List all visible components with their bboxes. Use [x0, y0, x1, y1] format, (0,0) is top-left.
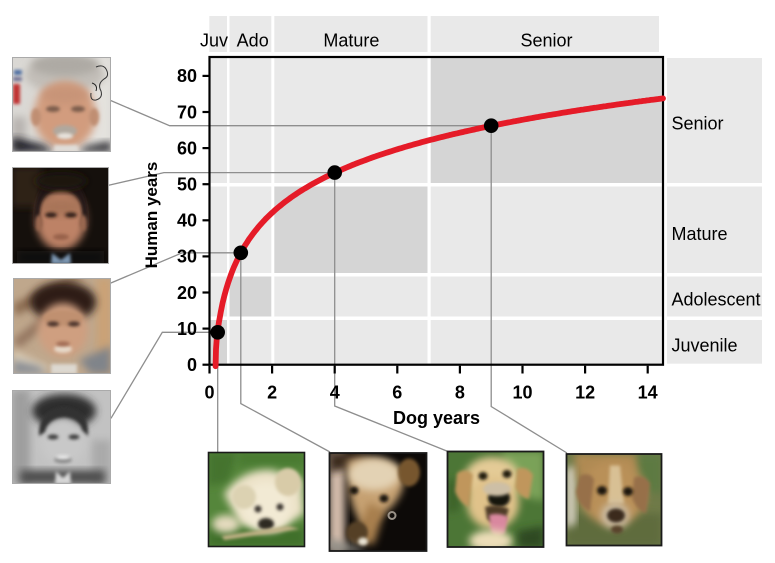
- svg-text:Senior: Senior: [520, 31, 572, 51]
- svg-text:Adolescent: Adolescent: [672, 290, 761, 310]
- svg-text:Mature: Mature: [672, 224, 728, 244]
- svg-text:0: 0: [204, 383, 214, 403]
- svg-text:Mature: Mature: [323, 31, 379, 51]
- svg-text:Human years: Human years: [142, 162, 161, 269]
- svg-text:12: 12: [575, 383, 595, 403]
- svg-text:10: 10: [512, 383, 532, 403]
- svg-text:60: 60: [177, 138, 197, 158]
- svg-text:50: 50: [177, 175, 197, 195]
- svg-text:80: 80: [177, 66, 197, 86]
- svg-text:6: 6: [392, 383, 402, 403]
- svg-text:10: 10: [177, 319, 197, 339]
- svg-text:8: 8: [455, 383, 465, 403]
- svg-text:14: 14: [638, 383, 658, 403]
- svg-text:Ado: Ado: [237, 31, 269, 51]
- svg-text:Dog years: Dog years: [393, 408, 480, 428]
- svg-text:2: 2: [267, 383, 277, 403]
- svg-text:4: 4: [330, 383, 340, 403]
- svg-text:20: 20: [177, 283, 197, 303]
- svg-text:Juvenile: Juvenile: [672, 336, 738, 356]
- svg-text:30: 30: [177, 247, 197, 267]
- svg-text:40: 40: [177, 211, 197, 231]
- svg-text:0: 0: [187, 355, 197, 375]
- svg-text:70: 70: [177, 102, 197, 122]
- svg-text:Juv: Juv: [200, 31, 228, 51]
- svg-text:Senior: Senior: [672, 114, 724, 134]
